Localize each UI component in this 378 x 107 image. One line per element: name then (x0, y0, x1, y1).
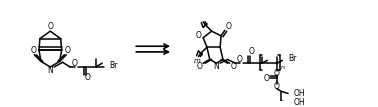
Text: Br: Br (110, 61, 118, 70)
Text: O: O (263, 74, 269, 83)
Text: O: O (64, 45, 70, 54)
Text: O: O (237, 55, 243, 64)
Text: N: N (214, 62, 219, 71)
Text: O: O (47, 22, 53, 31)
Text: O: O (195, 31, 201, 40)
Text: O: O (274, 82, 280, 91)
Text: O: O (248, 47, 254, 56)
Text: Br: Br (288, 54, 296, 63)
Text: O: O (197, 62, 202, 71)
Text: O: O (226, 22, 232, 31)
Text: m: m (194, 58, 201, 64)
Text: O: O (85, 73, 91, 82)
Text: O: O (274, 69, 280, 78)
Text: OH: OH (294, 98, 305, 107)
Text: O: O (231, 62, 236, 71)
Text: n: n (280, 65, 284, 70)
Text: O: O (30, 45, 36, 54)
Text: OH: OH (294, 89, 305, 98)
Text: N: N (47, 66, 53, 75)
Text: O: O (72, 59, 78, 68)
